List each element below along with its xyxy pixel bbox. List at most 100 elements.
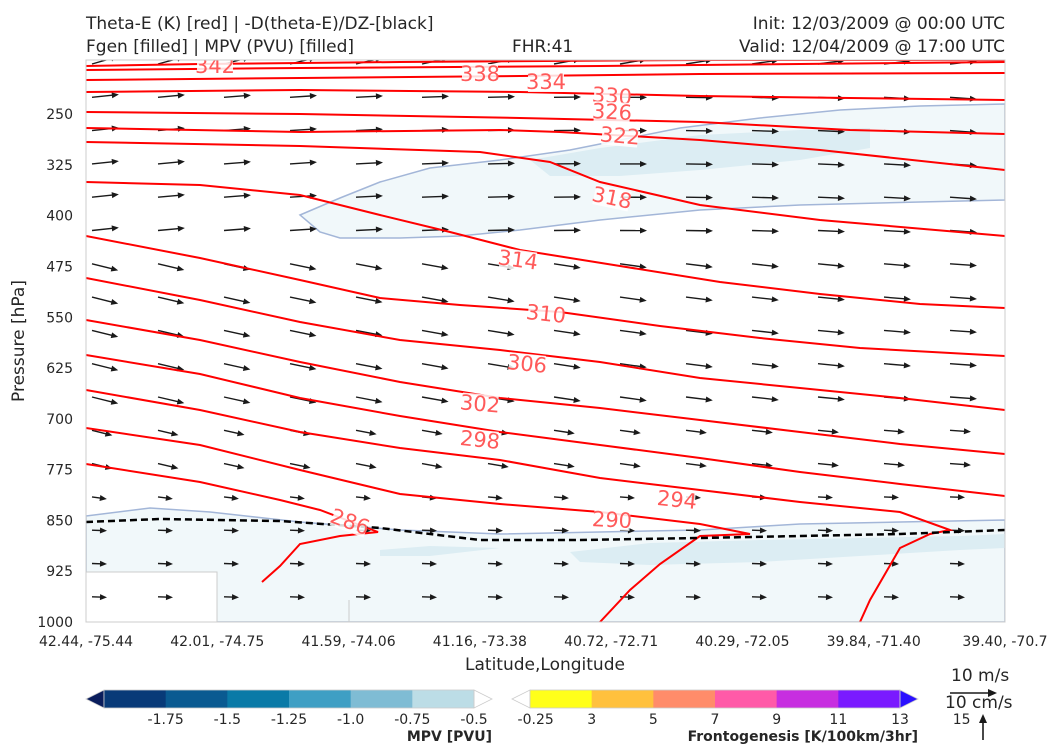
wind-arrow: [487, 93, 515, 100]
wind-arrow: [421, 560, 437, 567]
wind-arrow: [487, 462, 509, 469]
wind-arrow: [421, 93, 449, 100]
theta-e-contour-290: [86, 427, 751, 622]
theta-e-contour-334: [86, 72, 1005, 81]
wind-arrow: [223, 329, 251, 338]
wind-arrow: [883, 428, 905, 435]
wind-arrow: [487, 296, 515, 304]
wind-arrow: [949, 494, 965, 501]
wind-arrow: [157, 462, 179, 470]
wind-arrow: [223, 225, 251, 232]
wind-arrow: [949, 295, 977, 302]
wind-arrow: [355, 363, 383, 371]
wind-arrow: [91, 363, 119, 372]
title-line-2: Fgen [filled] | MPV (PVU) [filled]: [86, 37, 355, 57]
theta-e-contour-302: [86, 319, 1005, 455]
x-tick-label: 40.29, -72.05: [695, 634, 789, 650]
y-tick-label: 850: [46, 513, 73, 529]
wind-arrow: [685, 194, 713, 201]
wind-arrow: [157, 263, 185, 272]
wind-arrow: [553, 527, 569, 534]
y-axis-label: Pressure [hPa]: [9, 280, 29, 402]
wind-arrow: [619, 329, 647, 337]
wind-arrow: [223, 429, 245, 437]
y-tick-label: 250: [46, 107, 73, 123]
wind-arrow: [619, 429, 641, 436]
mpv-colorbar-cap-right: [473, 689, 493, 709]
wind-arrow: [355, 462, 377, 470]
wind-arrow: [619, 560, 635, 567]
fgen-colorbar-segment: [715, 690, 778, 708]
valid-time: Valid: 12/04/2009 @ 17:00 UTC: [739, 37, 1005, 57]
wind-arrow: [157, 159, 185, 166]
x-tick-label: 42.01, -74.75: [170, 634, 264, 650]
wind-arrow: [883, 228, 911, 235]
wind-arrow: [883, 362, 911, 369]
contour-label: 322: [599, 122, 641, 149]
wind-arrow: [487, 494, 503, 501]
wind-arrow: [751, 362, 779, 369]
mpv-colorbar-tick: -0.5: [460, 712, 487, 728]
wind-arrow: [355, 159, 383, 166]
wind-arrow: [817, 362, 845, 369]
wind-arrow: [619, 263, 647, 270]
wind-ref-vertical-head: [979, 714, 987, 723]
contour-label: 334: [526, 70, 566, 94]
wind-arrow: [355, 429, 377, 436]
wind-arrow: [223, 159, 251, 166]
wind-arrow: [157, 527, 173, 534]
wind-arrow: [817, 594, 833, 601]
mpv-colorbar-tick: -0.75: [394, 712, 430, 728]
wind-arrow: [553, 494, 569, 501]
wind-arrow: [91, 263, 119, 272]
x-axis-label: Latitude,Longitude: [465, 655, 625, 675]
mpv-colorbar-cap-left: [85, 689, 105, 709]
wind-arrow: [553, 127, 581, 134]
wind-arrow: [421, 329, 449, 337]
wind-arrow: [883, 461, 905, 468]
wind-arrow: [751, 527, 767, 534]
wind-arrow: [355, 594, 371, 601]
wind-arrow: [289, 560, 305, 567]
wind-arrow: [421, 193, 449, 200]
x-tick-label: 42.44, -75.44: [39, 634, 133, 650]
wind-arrow: [817, 161, 845, 168]
fgen-colorbar-tick: 3: [587, 712, 596, 728]
wind-arrow: [751, 296, 779, 303]
mpv-region-upper-core: [530, 128, 870, 176]
wind-arrow: [685, 296, 713, 303]
wind-arrow: [91, 527, 107, 534]
mpv-colorbar-segment: [104, 690, 167, 708]
theta-e-contour-294: [86, 389, 954, 622]
wind-arrow: [91, 396, 119, 405]
mpv-colorbar-tick: -0.25: [518, 712, 554, 728]
wind-arrow: [487, 329, 515, 337]
y-tick-label: 700: [46, 412, 73, 428]
wind-arrow: [817, 228, 845, 235]
theta-e-contour-286: [86, 463, 379, 583]
wind-arrow: [949, 594, 965, 601]
wind-arrow: [553, 429, 575, 436]
contour-label: 326: [591, 99, 632, 125]
wind-arrow: [289, 263, 317, 271]
wind-arrow: [223, 527, 239, 534]
wind-arrow: [223, 594, 239, 601]
mpv-colorbar-segment: [289, 690, 352, 708]
fgen-colorbar-segment: [776, 690, 839, 708]
fgen-colorbar-tick: 13: [891, 712, 909, 728]
contour-label: 290: [591, 507, 632, 533]
wind-arrow: [157, 429, 179, 437]
wind-ref-horizontal-head: [988, 689, 997, 697]
x-tick-label: 39.40, -70.7: [962, 634, 1047, 650]
wind-arrow: [685, 127, 713, 134]
wind-arrow: [553, 560, 569, 567]
mpv-colorbar-segment: [350, 690, 413, 708]
wind-arrow: [883, 329, 911, 336]
wind-arrow: [289, 462, 311, 470]
wind-arrow: [289, 494, 305, 501]
wind-arrow: [289, 363, 317, 371]
title-line-1: Theta-E (K) [red] | -D(theta-E)/DZ-[blac…: [86, 14, 434, 34]
wind-arrow: [91, 429, 113, 437]
wind-arrow: [487, 193, 515, 200]
theta-e-contour-298: [86, 354, 1005, 497]
